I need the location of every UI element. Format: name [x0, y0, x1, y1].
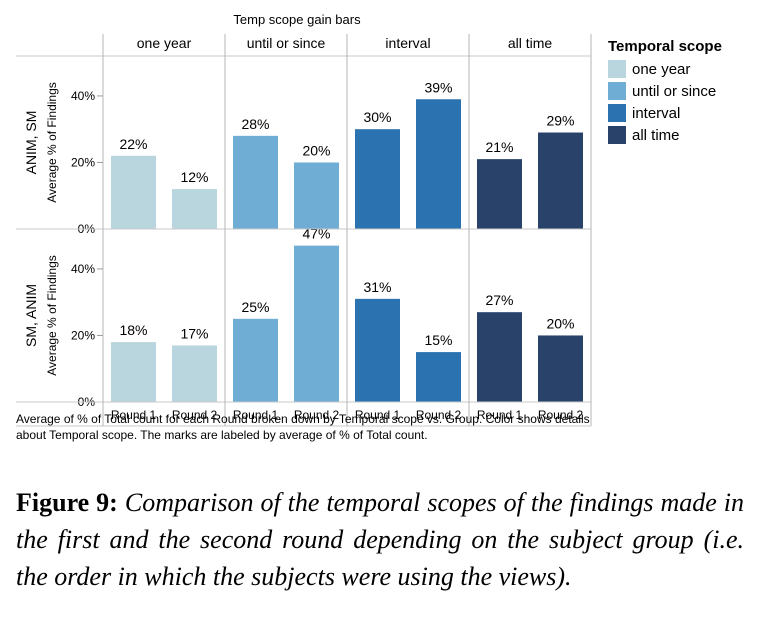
data-label: 39% [424, 79, 452, 95]
data-label: 18% [119, 322, 147, 338]
chart-note: Average of % of Total count for each Rou… [16, 412, 590, 442]
bar [233, 318, 278, 402]
bar [416, 352, 461, 402]
x-tick-label: Round 2 [294, 408, 340, 422]
legend-swatch [608, 82, 626, 100]
legend: Temporal scope one year until or since int… [608, 38, 722, 144]
row-label: SM, ANIM [23, 284, 39, 347]
data-label: 27% [485, 292, 513, 308]
data-label: 17% [180, 325, 208, 341]
data-label: 29% [546, 113, 574, 129]
bar [477, 312, 522, 402]
x-tick-label: Round 2 [538, 408, 584, 422]
caption-text: Comparison of the temporal scopes of the… [16, 488, 744, 591]
bar [172, 189, 217, 229]
data-label: 28% [241, 116, 269, 132]
x-tick-label: Round 1 [111, 408, 157, 422]
caption-lead: Figure 9: [16, 488, 118, 517]
legend-label: one year [632, 61, 690, 78]
bar [111, 342, 156, 402]
x-tick-label: Round 2 [416, 408, 462, 422]
panel-1: ANIM, SM Average % of Findings0%20%40%22%… [23, 79, 583, 236]
data-label: 20% [546, 315, 574, 331]
data-label: 15% [424, 332, 452, 348]
bar [538, 335, 583, 402]
x-tick-label: Round 1 [355, 408, 401, 422]
bar [355, 298, 400, 402]
x-tick-label: Round 1 [477, 408, 523, 422]
column-header: all time [508, 35, 553, 51]
legend-title: Temporal scope [608, 38, 722, 55]
panel-2: SM, ANIM Average % of Findings0%20%40%18%… [23, 226, 583, 409]
y-tick-label: 40% [71, 89, 95, 103]
legend-swatch [608, 104, 626, 122]
data-label: 25% [241, 299, 269, 315]
legend-label: all time [632, 127, 680, 144]
y-axis-title: Average % of Findings [45, 255, 59, 376]
bar [294, 245, 339, 402]
y-axis-title: Average % of Findings [45, 82, 59, 203]
data-label: 12% [180, 169, 208, 185]
column-header: one year [137, 35, 192, 51]
figure-caption: Figure 9: Comparison of the temporal sco… [16, 484, 744, 595]
legend-label: interval [632, 105, 680, 122]
data-label: 47% [302, 226, 330, 242]
legend-label: until or since [632, 83, 716, 100]
chart-title: Temp scope gain bars [233, 12, 361, 27]
data-label: 22% [119, 136, 147, 152]
data-label: 30% [363, 109, 391, 125]
data-label: 21% [485, 139, 513, 155]
bar [294, 162, 339, 229]
data-label: 31% [363, 279, 391, 295]
bar [355, 129, 400, 229]
bar [416, 99, 461, 229]
row-label: ANIM, SM [23, 111, 39, 175]
x-tick-label: Round 1 [233, 408, 279, 422]
y-tick-label: 40% [71, 262, 95, 276]
chart-area: one year until or since interval all time AN… [16, 34, 592, 427]
x-tick-label: Round 2 [172, 408, 218, 422]
bar [477, 159, 522, 229]
bar [233, 135, 278, 229]
y-tick-label: 20% [71, 155, 95, 169]
bar [172, 345, 217, 402]
column-header: interval [385, 35, 430, 51]
y-tick-label: 20% [71, 328, 95, 342]
bar [538, 132, 583, 229]
legend-swatch [608, 126, 626, 144]
legend-swatch [608, 60, 626, 78]
data-label: 20% [302, 142, 330, 158]
column-header: until or since [247, 35, 326, 51]
bar [111, 155, 156, 229]
